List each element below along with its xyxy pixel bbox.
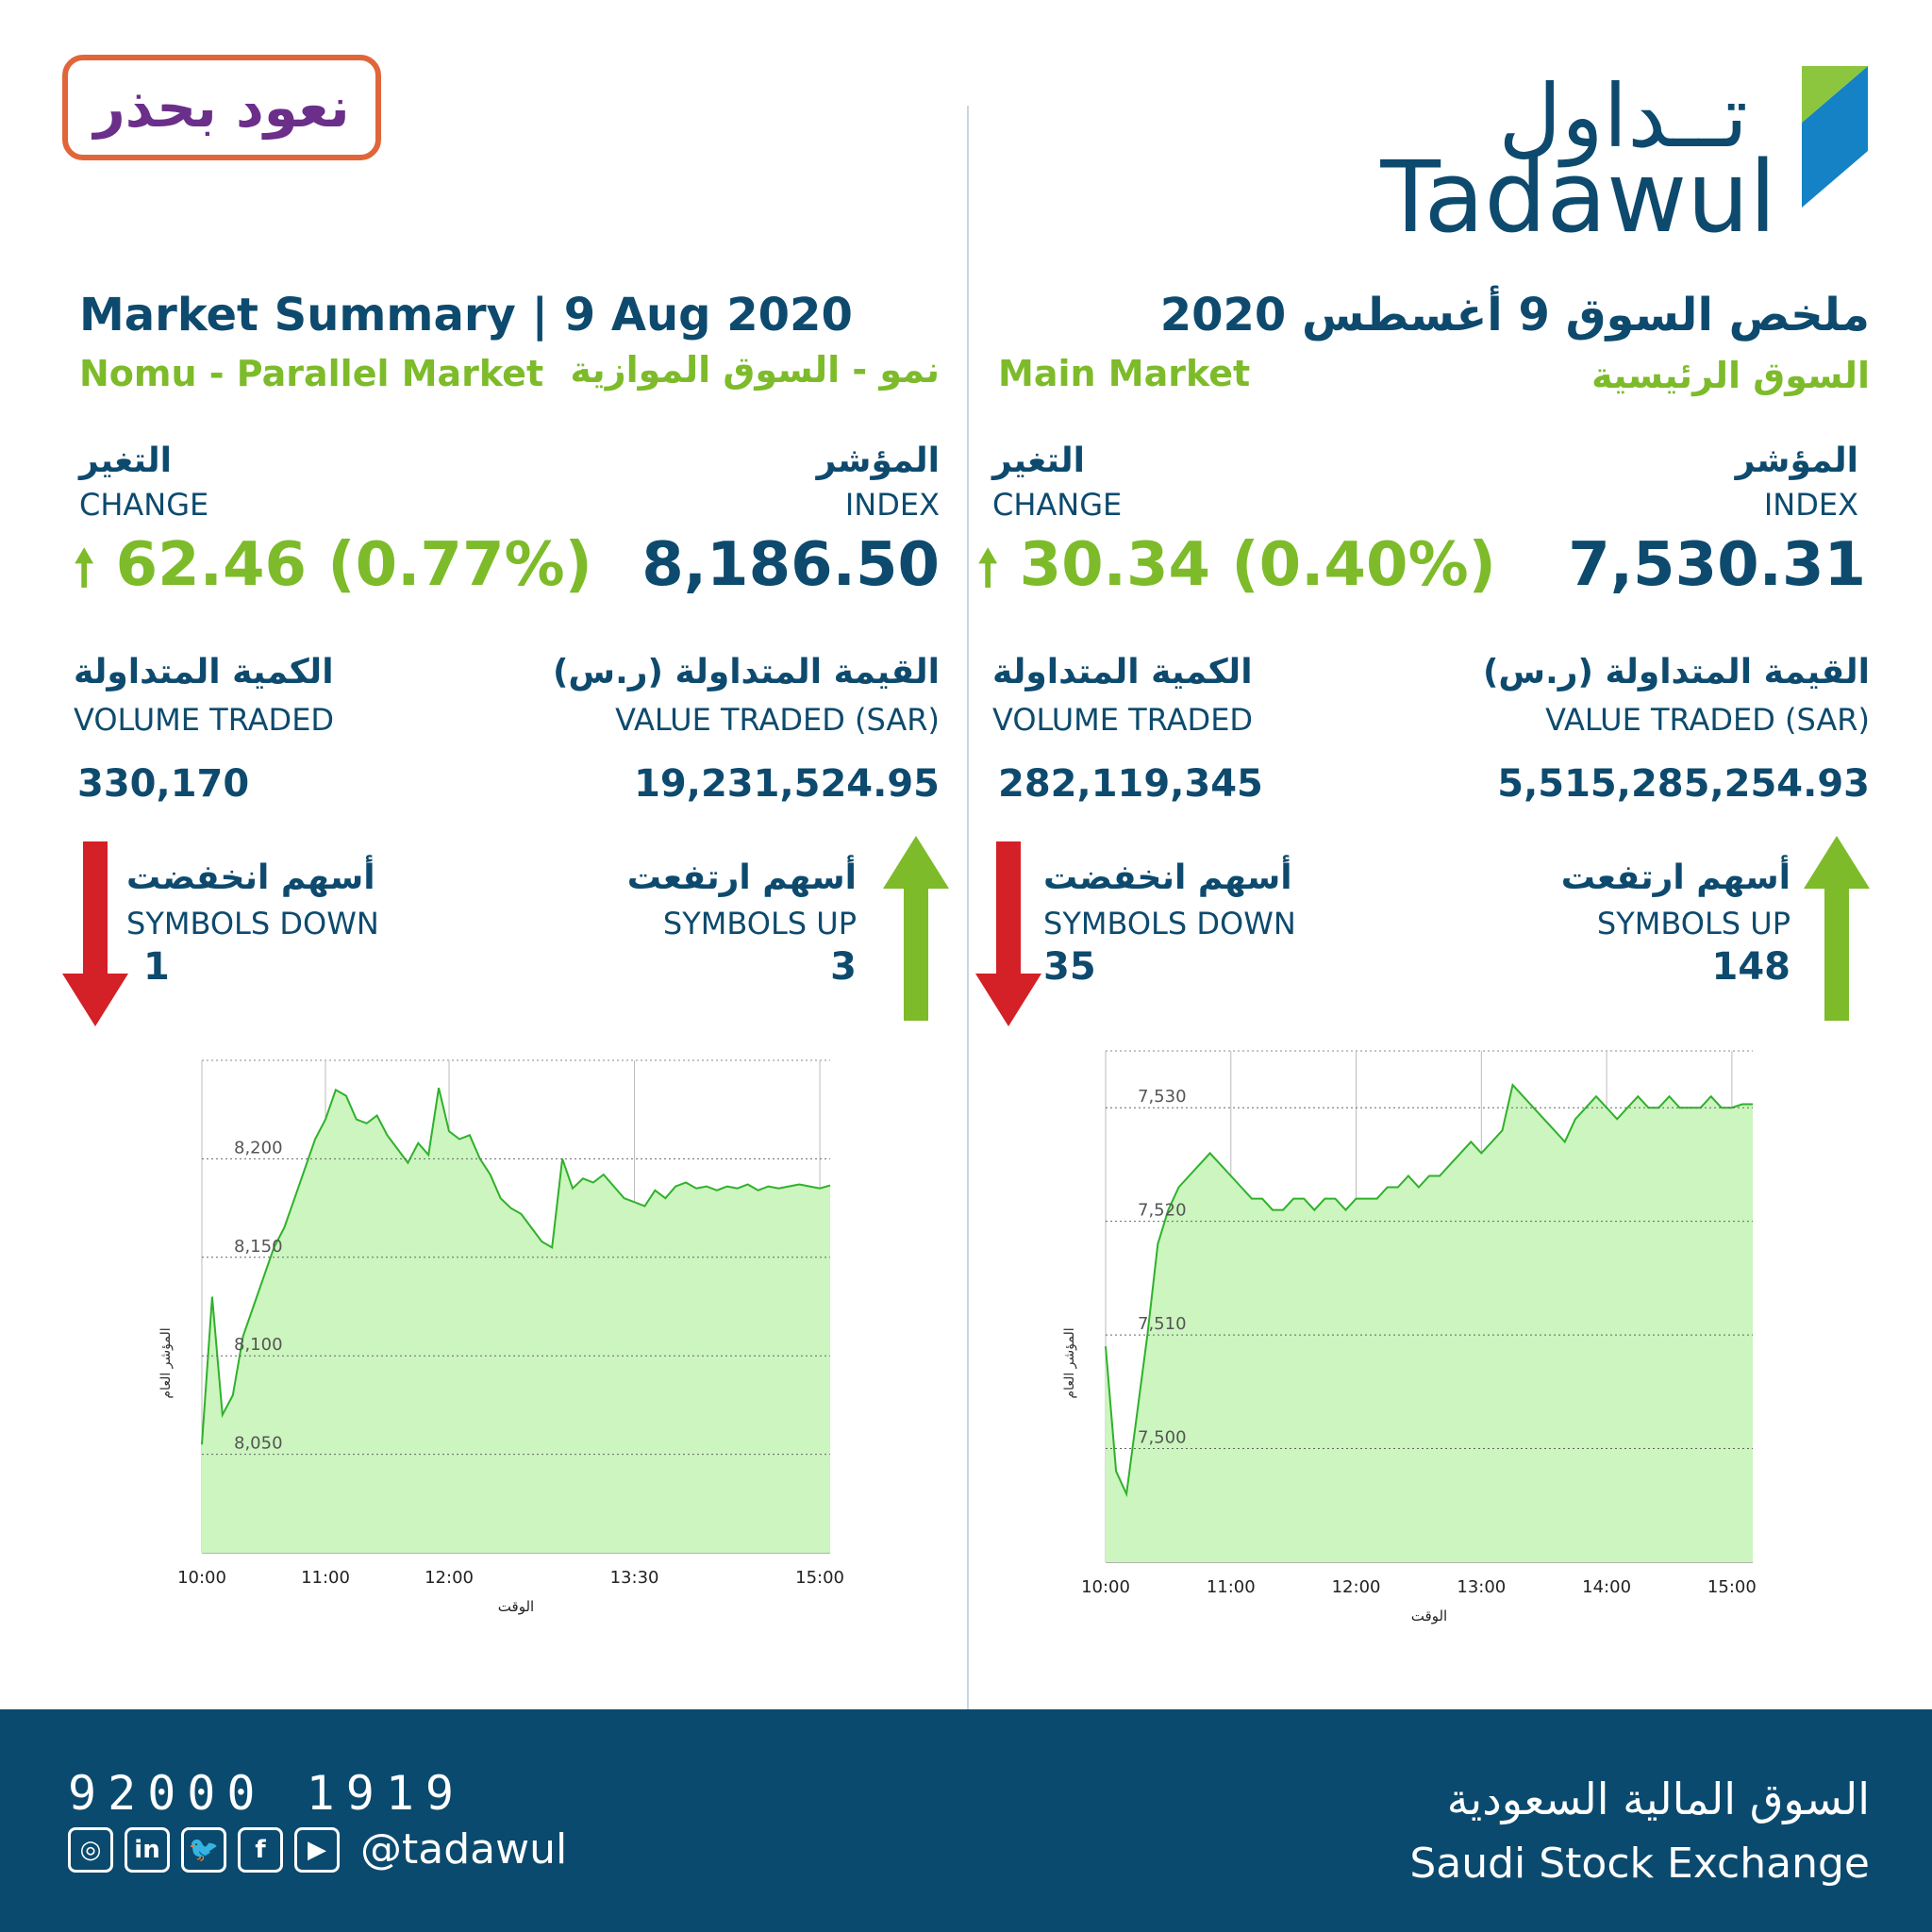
tadawul-logo-icon [1802,66,1868,208]
y-tick-label: 7,500 [1138,1428,1187,1448]
right-down-label-ar: أسهم انخفضت [1043,858,1292,897]
phone-number: 92000 1919 [68,1766,466,1821]
right-change-number: 30.34 (0.40%) [1019,530,1496,600]
x-tick-label: 10:00 [1081,1577,1130,1597]
left-valuetr-value: 19,231,524.95 [634,762,940,806]
left-up-label-en: SYMBOLS UP [662,906,857,941]
nomu-index-chart: 8,050 8,100 8,150 8,200 10:00 11:00 12:00 13:30… [158,1059,844,1615]
twitter-icon[interactable]: 🐦 [181,1826,226,1873]
right-valuetr-label-en: VALUE TRADED (SAR) [1545,702,1870,738]
up-arrow-icon: 🠕 [74,541,95,597]
right-change-value: 🠕 30.34 (0.40%) [977,530,1496,616]
logo-arabic: تــداول [1498,66,1748,167]
index-area [1106,1085,1753,1562]
right-down-value: 35 [1043,945,1096,989]
right-index-label-ar: المؤشر [1735,441,1858,480]
social-handle[interactable]: @tadawul [360,1825,568,1874]
left-change-label-en: CHANGE [79,487,209,523]
right-index-label-en: INDEX [1763,487,1858,523]
badge-text: نعود بحذر [93,75,350,140]
y-tick-label: 8,050 [234,1434,283,1454]
exchange-name-en: Saudi Stock Exchange [1409,1840,1870,1888]
left-title: Market Summary | 9 Aug 2020 [79,289,853,341]
x-axis-label: الوقت [498,1598,534,1615]
right-valuetr-value: 5,515,285,254.93 [1497,762,1870,806]
x-tick-label: 15:00 [795,1568,844,1588]
x-tick-label: 10:00 [177,1568,226,1588]
right-volume-label-ar: الكمية المتداولة [992,653,1253,691]
y-axis-label: المؤشر العام [158,1327,174,1398]
left-down-label-en: SYMBOLS DOWN [126,906,379,941]
y-tick-label: 7,530 [1138,1087,1187,1107]
left-subtitle-ar: نمو - السوق الموازية [570,349,940,391]
left-index-value: 8,186.50 [641,530,940,600]
x-tick-label: 11:00 [301,1568,350,1588]
right-volume-value: 282,119,345 [998,762,1263,806]
down-arrow-icon [975,841,1041,1026]
right-down-label-en: SYMBOLS DOWN [1043,906,1296,941]
left-volume-value: 330,170 [77,762,250,806]
right-valuetr-label-ar: القيمة المتداولة (ر.س) [1482,653,1870,691]
left-change-value: 🠕 62.46 (0.77%) [74,530,592,616]
y-tick-label: 8,150 [234,1237,283,1257]
right-up-label-ar: أسهم ارتفعت [1560,858,1790,897]
campaign-badge: نعود بحذر [62,55,381,160]
up-arrow-icon: 🠕 [977,541,999,597]
right-subtitle-en: Main Market [998,353,1251,394]
x-tick-label: 11:00 [1207,1577,1256,1597]
y-tick-label: 8,100 [234,1335,283,1355]
x-tick-label: 12:00 [425,1568,474,1588]
index-line [1105,1083,1753,1498]
x-tick-label: 15:00 [1707,1577,1757,1597]
up-arrow-icon [1804,836,1870,1021]
right-change-label-en: CHANGE [992,487,1123,523]
down-arrow-icon [62,841,128,1026]
left-index-label-en: INDEX [844,487,940,523]
left-up-value: 3 [830,945,857,989]
left-subtitle-en: Nomu - Parallel Market [79,353,544,394]
logo-english: Tadawul [1380,140,1776,255]
index-area [202,1088,830,1553]
youtube-icon[interactable]: ▶ [294,1826,340,1873]
up-arrow-icon [883,836,949,1021]
right-index-value: 7,530.31 [1568,530,1866,600]
x-tick-label: 14:00 [1582,1577,1631,1597]
left-down-value: 1 [143,945,170,989]
left-volume-label-en: VOLUME TRADED [74,702,335,738]
footer-bar [0,1709,1932,1932]
facebook-icon[interactable]: f [238,1826,283,1873]
right-subtitle-ar: السوق الرئيسية [1591,355,1870,396]
main-index-chart: 7,500 7,510 7,520 7,530 10:00 11:00 12:00 13:00… [1062,1050,1757,1624]
left-volume-label-ar: الكمية المتداولة [74,653,334,691]
social-links: ◎ in 🐦 f ▶ @tadawul [68,1825,567,1874]
x-axis-label: الوقت [1411,1607,1447,1624]
instagram-icon[interactable]: ◎ [68,1826,113,1873]
right-up-label-en: SYMBOLS UP [1596,906,1790,941]
x-tick-label: 12:00 [1332,1577,1381,1597]
panel-divider [967,106,969,1709]
right-title: ملخص السوق 9 أغسطس 2020 [1159,289,1870,341]
y-tick-label: 8,200 [234,1138,283,1158]
exchange-name-ar: السوق المالية السعودية [1446,1774,1870,1824]
x-tick-label: 13:00 [1457,1577,1506,1597]
y-tick-label: 7,510 [1138,1314,1187,1334]
x-tick-label: 13:30 [610,1568,659,1588]
left-change-label-ar: التغير [79,441,172,480]
index-line [201,1087,831,1445]
left-up-label-ar: أسهم ارتفعت [626,858,857,897]
left-index-label-ar: المؤشر [816,441,940,480]
left-valuetr-label-ar: القيمة المتداولة (ر.س) [552,653,940,691]
left-change-number: 62.46 (0.77%) [115,530,592,600]
linkedin-icon[interactable]: in [125,1826,170,1873]
right-up-value: 148 [1711,945,1791,989]
left-down-label-ar: أسهم انخفضت [126,858,375,897]
right-volume-label-en: VOLUME TRADED [992,702,1254,738]
left-valuetr-label-en: VALUE TRADED (SAR) [615,702,940,738]
right-change-label-ar: التغير [992,441,1085,480]
y-tick-label: 7,520 [1138,1201,1187,1221]
y-axis-label: المؤشر العام [1062,1327,1077,1398]
